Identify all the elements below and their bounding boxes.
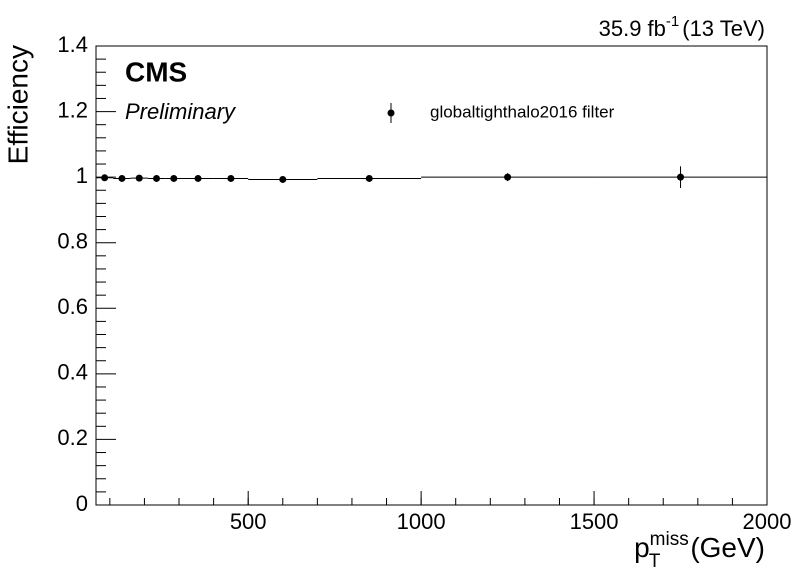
y-tick-label: 0.6 <box>57 294 88 319</box>
x-tick-label: 1000 <box>397 509 446 534</box>
lumi-exponent: -1 <box>666 13 679 30</box>
x-superscript: miss <box>650 529 689 550</box>
data-point <box>194 174 202 182</box>
status: Preliminary <box>125 99 237 124</box>
data-point <box>153 174 161 182</box>
energy: (13 TeV) <box>682 16 765 41</box>
y-tick-label: 0.8 <box>57 229 88 254</box>
y-tick-label: 0 <box>76 491 88 516</box>
legend-marker <box>387 109 395 117</box>
x-axis-title: pmiss T (GeV) <box>634 529 765 572</box>
y-tick-label: 0.4 <box>57 360 88 385</box>
data-point <box>170 174 178 182</box>
data-point <box>101 174 109 182</box>
data-point <box>365 174 373 182</box>
x-tick-label: 2000 <box>743 509 792 534</box>
plot-frame <box>95 45 768 506</box>
data-point <box>227 174 235 182</box>
x-tick-label: 1500 <box>570 509 619 534</box>
data-point <box>504 173 512 181</box>
x-unit: (GeV) <box>690 532 765 563</box>
y-tick-label: 1.4 <box>57 32 88 57</box>
x-subscript: T <box>649 551 661 572</box>
data-point <box>677 173 685 181</box>
x-tick-label: 500 <box>230 509 267 534</box>
lumi-label: 35.9 fb-1 (13 TeV) <box>599 13 765 41</box>
lumi: 35.9 fb <box>599 16 666 41</box>
data-point <box>118 174 126 182</box>
y-tick-label: 1.2 <box>57 97 88 122</box>
y-tick-label: 0.2 <box>57 425 88 450</box>
x-symbol: p <box>634 532 650 563</box>
data-point <box>135 174 143 182</box>
data-point <box>279 175 287 183</box>
legend-label: globaltighthalo2016 filter <box>430 102 615 121</box>
y-axis-title: Efficiency <box>2 45 33 164</box>
y-tick-label: 1 <box>76 163 88 188</box>
experiment: CMS <box>125 56 187 87</box>
